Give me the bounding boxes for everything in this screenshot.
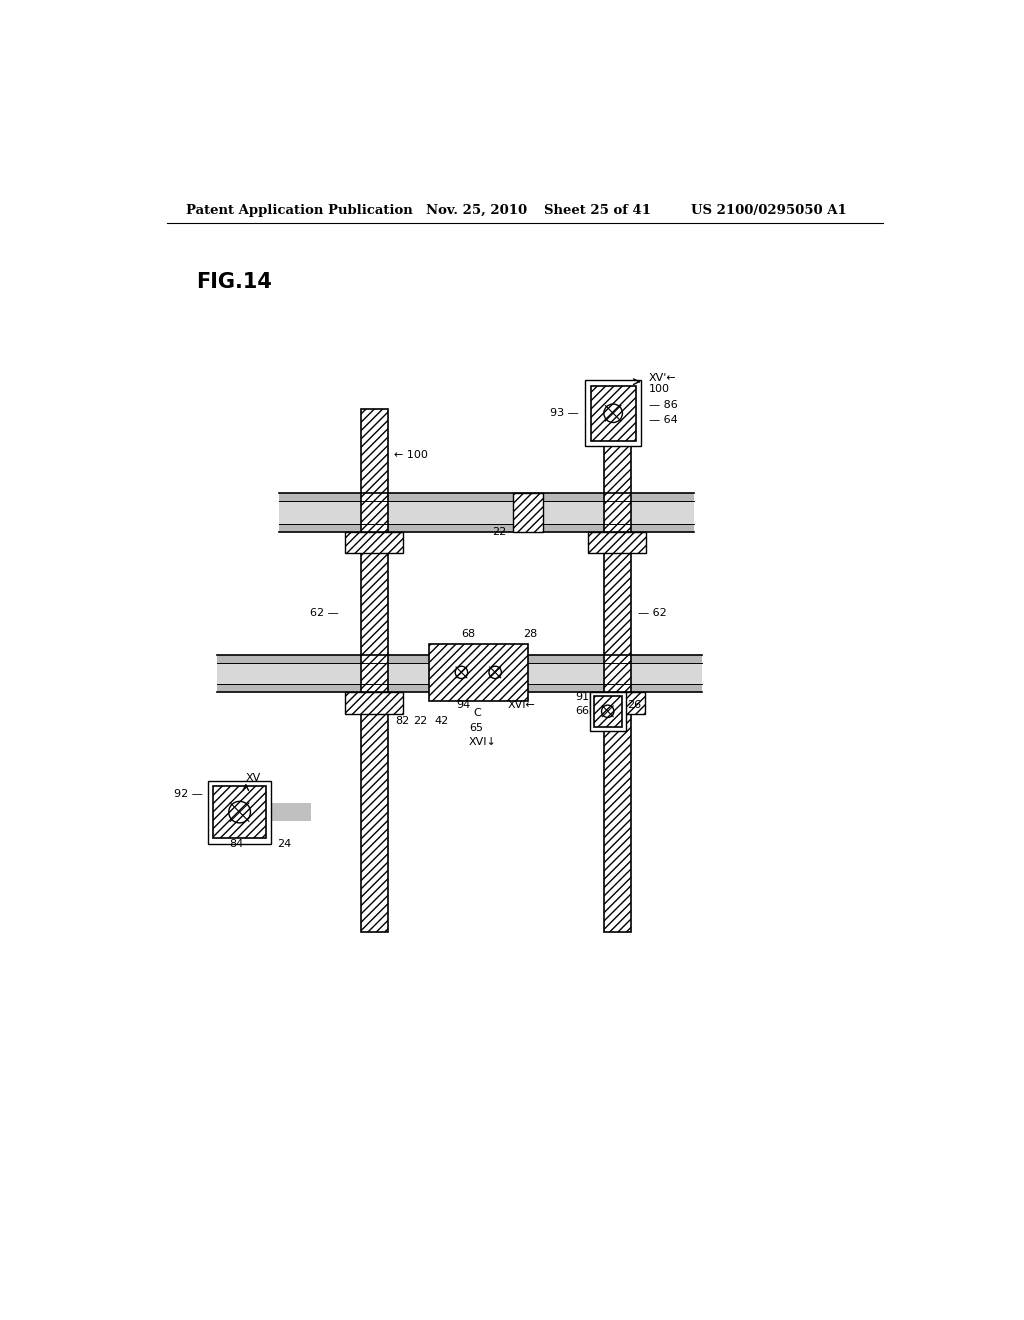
Text: Sheet 25 of 41: Sheet 25 of 41 xyxy=(544,205,651,218)
Bar xyxy=(213,785,266,838)
Text: Nov. 25, 2010: Nov. 25, 2010 xyxy=(426,205,527,218)
Text: 62 —: 62 — xyxy=(310,607,339,618)
Text: 68: 68 xyxy=(461,630,475,639)
Text: 84: 84 xyxy=(228,838,243,849)
Text: FIG.14: FIG.14 xyxy=(197,272,272,292)
Text: 28: 28 xyxy=(523,630,538,639)
Text: XVI←: XVI← xyxy=(508,700,536,710)
Text: Patent Application Publication: Patent Application Publication xyxy=(186,205,413,218)
Bar xyxy=(208,780,271,843)
Bar xyxy=(590,692,626,730)
Text: 42: 42 xyxy=(434,715,449,726)
Bar xyxy=(280,502,693,524)
Bar xyxy=(280,494,693,532)
Text: 92 —: 92 — xyxy=(174,789,203,800)
Text: 93 —: 93 — xyxy=(550,408,579,417)
Bar xyxy=(590,692,645,714)
Text: 91: 91 xyxy=(575,693,589,702)
Text: 22: 22 xyxy=(414,715,427,726)
Bar xyxy=(345,532,403,553)
Text: ← 100: ← 100 xyxy=(394,450,428,459)
Text: 94: 94 xyxy=(456,700,470,710)
Text: — 86: — 86 xyxy=(649,400,678,409)
Bar xyxy=(604,409,631,932)
Text: 26: 26 xyxy=(627,700,641,710)
Bar xyxy=(217,663,701,684)
Bar xyxy=(345,692,403,714)
Bar xyxy=(429,644,528,701)
Text: 100: 100 xyxy=(649,384,670,395)
Text: 66: 66 xyxy=(575,706,589,717)
Bar xyxy=(586,380,641,446)
Text: C: C xyxy=(474,708,481,718)
Bar xyxy=(360,409,388,932)
Bar xyxy=(589,532,646,553)
Text: 22: 22 xyxy=(493,527,507,537)
Bar xyxy=(266,803,311,821)
Text: 65: 65 xyxy=(469,723,483,733)
Text: XV: XV xyxy=(246,774,261,783)
Text: XV'←: XV'← xyxy=(649,372,677,383)
Text: 24: 24 xyxy=(276,838,291,849)
Bar xyxy=(594,696,622,726)
Bar xyxy=(513,494,543,532)
Bar xyxy=(591,385,636,441)
Text: 82: 82 xyxy=(395,715,410,726)
Text: — 64: — 64 xyxy=(649,416,678,425)
Text: — 62: — 62 xyxy=(638,607,667,618)
Text: XVI↓: XVI↓ xyxy=(469,737,497,747)
Text: US 2100/0295050 A1: US 2100/0295050 A1 xyxy=(690,205,847,218)
Bar xyxy=(217,655,701,692)
